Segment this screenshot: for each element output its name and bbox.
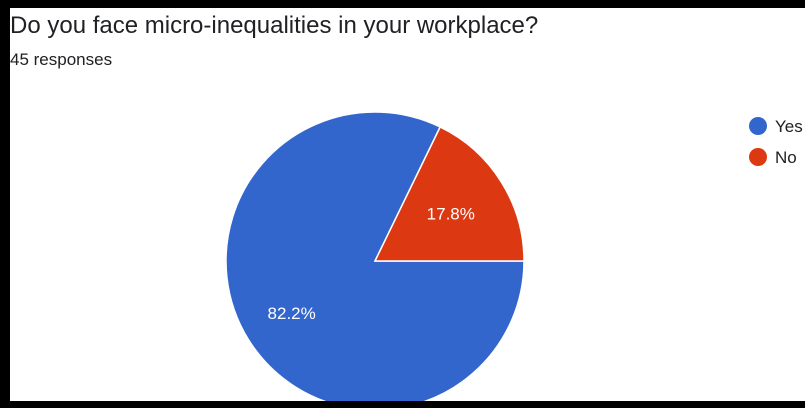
chart-card: Do you face micro-inequalities in your w…	[10, 8, 805, 401]
response-count: 45 responses	[10, 50, 113, 69]
chart-title: Do you face micro-inequalities in your w…	[10, 12, 539, 39]
slice-label-no: 17.8%	[427, 205, 475, 224]
pie-slice-yes[interactable]	[225, 111, 525, 401]
slice-label-yes: 82.2%	[268, 304, 316, 323]
legend-label-no: No	[775, 148, 797, 167]
pie-chart: 82.2% 17.8% Yes No	[225, 111, 803, 401]
legend-swatch-yes	[749, 117, 767, 135]
legend-swatch-no	[749, 148, 767, 166]
pie-slice-no[interactable]	[373, 125, 525, 262]
legend-label-yes: Yes	[775, 117, 803, 136]
